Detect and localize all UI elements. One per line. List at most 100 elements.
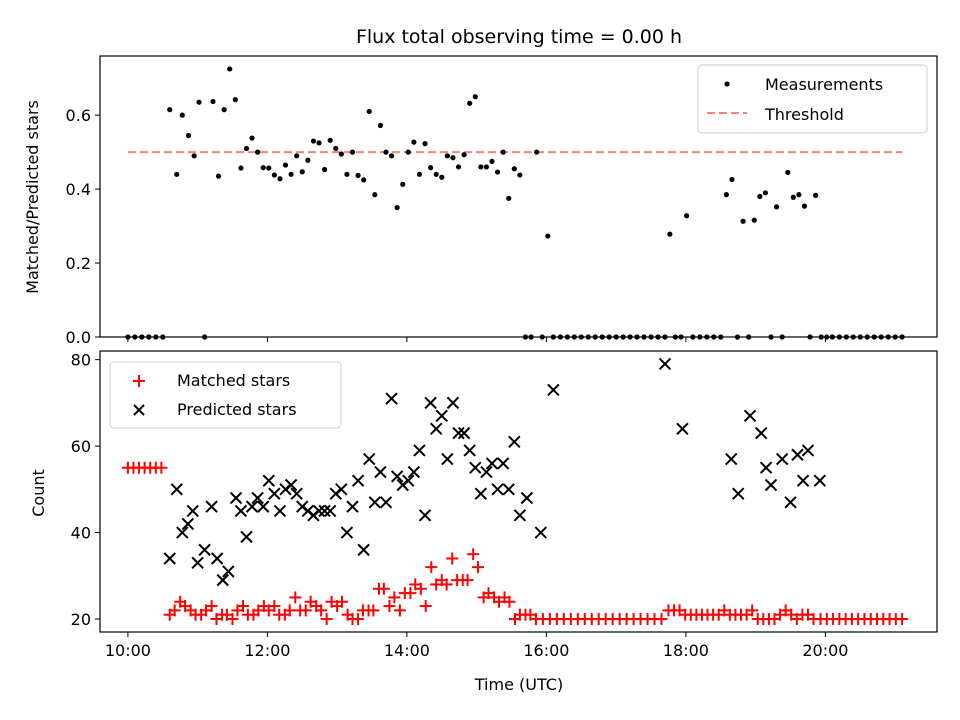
measurement-point bbox=[511, 166, 517, 172]
predicted-star-marker bbox=[784, 496, 797, 509]
matched-star-marker bbox=[414, 582, 427, 595]
measurement-point bbox=[321, 166, 328, 173]
measurement-point bbox=[191, 153, 197, 159]
matched-stars-points bbox=[121, 461, 909, 626]
y-tick-label: 0.4 bbox=[66, 180, 91, 199]
measurements-legend-marker bbox=[724, 81, 730, 87]
matched-star-marker bbox=[352, 613, 365, 626]
predicted-star-marker bbox=[508, 435, 521, 448]
measurement-point bbox=[288, 171, 294, 177]
predicted-star-marker bbox=[251, 491, 264, 505]
measurement-point bbox=[667, 231, 673, 237]
x-tick-label: 16:00 bbox=[523, 641, 569, 660]
x-tick-label: 14:00 bbox=[384, 641, 430, 660]
y-tick-label: 0.2 bbox=[66, 254, 91, 273]
top-legend: Measurements Threshold bbox=[697, 64, 928, 134]
predicted-star-marker bbox=[547, 383, 560, 397]
measurement-point bbox=[349, 149, 356, 155]
predicted-star-marker bbox=[435, 409, 448, 423]
measurement-point bbox=[310, 138, 317, 144]
chart-title: Flux total observing time = 0.00 h bbox=[356, 26, 682, 48]
matched-star-marker bbox=[896, 613, 909, 626]
matched-star-marker bbox=[168, 604, 181, 617]
measurement-point bbox=[433, 171, 439, 177]
matched-star-marker bbox=[746, 604, 759, 617]
predicted-star-marker bbox=[323, 504, 337, 518]
x-tick-label: 20:00 bbox=[802, 641, 848, 660]
matched-star-marker bbox=[419, 600, 432, 613]
matched-stars-legend-label: Matched stars bbox=[177, 371, 290, 390]
matched-star-marker bbox=[268, 600, 281, 613]
measurement-point bbox=[255, 149, 261, 155]
predicted-star-marker bbox=[732, 487, 745, 500]
matched-star-marker bbox=[440, 578, 453, 591]
bottom-legend-box bbox=[109, 361, 342, 429]
matched-star-marker bbox=[404, 587, 417, 600]
measurement-point bbox=[260, 165, 266, 171]
matched-star-marker bbox=[461, 574, 474, 587]
top-x-ticks bbox=[127, 337, 826, 342]
measurement-point bbox=[185, 132, 192, 139]
measurement-point bbox=[238, 165, 244, 171]
predicted-star-marker bbox=[257, 500, 270, 513]
predicted-star-marker bbox=[268, 487, 281, 500]
predicted-star-marker bbox=[775, 452, 789, 466]
predicted-star-marker bbox=[743, 409, 757, 423]
measurement-point bbox=[428, 165, 434, 171]
measurement-point bbox=[416, 171, 423, 177]
measurement-point bbox=[450, 155, 456, 161]
top-legend-box bbox=[697, 64, 928, 134]
measurement-point bbox=[751, 217, 757, 223]
predicted-star-marker bbox=[452, 426, 465, 440]
predicted-star-marker bbox=[480, 465, 493, 479]
predicted-star-marker bbox=[474, 487, 488, 500]
measurement-point bbox=[785, 169, 791, 176]
predicted-star-marker bbox=[676, 422, 689, 436]
predicted-star-marker bbox=[273, 504, 287, 518]
y-tick-label: 80 bbox=[71, 351, 91, 370]
measurement-point bbox=[796, 192, 802, 198]
predicted-star-marker bbox=[205, 500, 218, 513]
predicted-star-marker bbox=[335, 483, 348, 496]
predicted-star-marker bbox=[290, 487, 303, 500]
matched-star-marker bbox=[446, 552, 459, 565]
predicted-star-marker bbox=[764, 478, 778, 492]
predicted-star-marker bbox=[390, 470, 404, 483]
predicted-star-marker bbox=[363, 452, 376, 466]
measurement-point bbox=[757, 193, 763, 200]
matched-star-marker bbox=[388, 591, 401, 604]
measurement-point bbox=[361, 177, 367, 183]
predicted-star-marker bbox=[262, 474, 276, 487]
predicted-star-marker bbox=[374, 465, 387, 479]
measurement-point bbox=[422, 141, 428, 147]
measurement-point bbox=[338, 151, 344, 157]
measurement-point bbox=[243, 145, 250, 152]
measurement-point bbox=[517, 172, 523, 178]
measurement-point bbox=[383, 149, 389, 155]
matched-star-marker bbox=[472, 561, 485, 574]
measurement-point bbox=[439, 174, 445, 180]
measurement-point bbox=[773, 204, 780, 210]
matched-star-marker bbox=[226, 613, 239, 626]
predicted-star-marker bbox=[245, 500, 259, 513]
predicted-star-marker bbox=[210, 552, 224, 565]
matched-star-marker bbox=[320, 613, 333, 626]
measurement-point bbox=[344, 171, 350, 177]
measurement-point bbox=[366, 108, 372, 115]
top-y-axis-label: Matched/Predicted stars bbox=[23, 100, 42, 294]
measurement-point bbox=[455, 164, 462, 170]
predicted-star-marker bbox=[413, 444, 426, 457]
top-chart-panel: Flux total observing time = 0.00 h 0.00.… bbox=[23, 26, 938, 347]
measurement-point bbox=[333, 145, 339, 152]
predicted-star-marker bbox=[469, 461, 482, 474]
predicted-star-marker bbox=[407, 465, 421, 479]
predicted-star-marker bbox=[163, 552, 176, 565]
measurement-point bbox=[179, 112, 185, 118]
x-tick-label: 10:00 bbox=[105, 641, 151, 660]
bottom-y-axis-label: Count bbox=[29, 469, 48, 517]
predicted-star-marker bbox=[198, 543, 211, 557]
threshold-legend-label: Threshold bbox=[764, 105, 844, 124]
measurement-point bbox=[506, 195, 512, 201]
